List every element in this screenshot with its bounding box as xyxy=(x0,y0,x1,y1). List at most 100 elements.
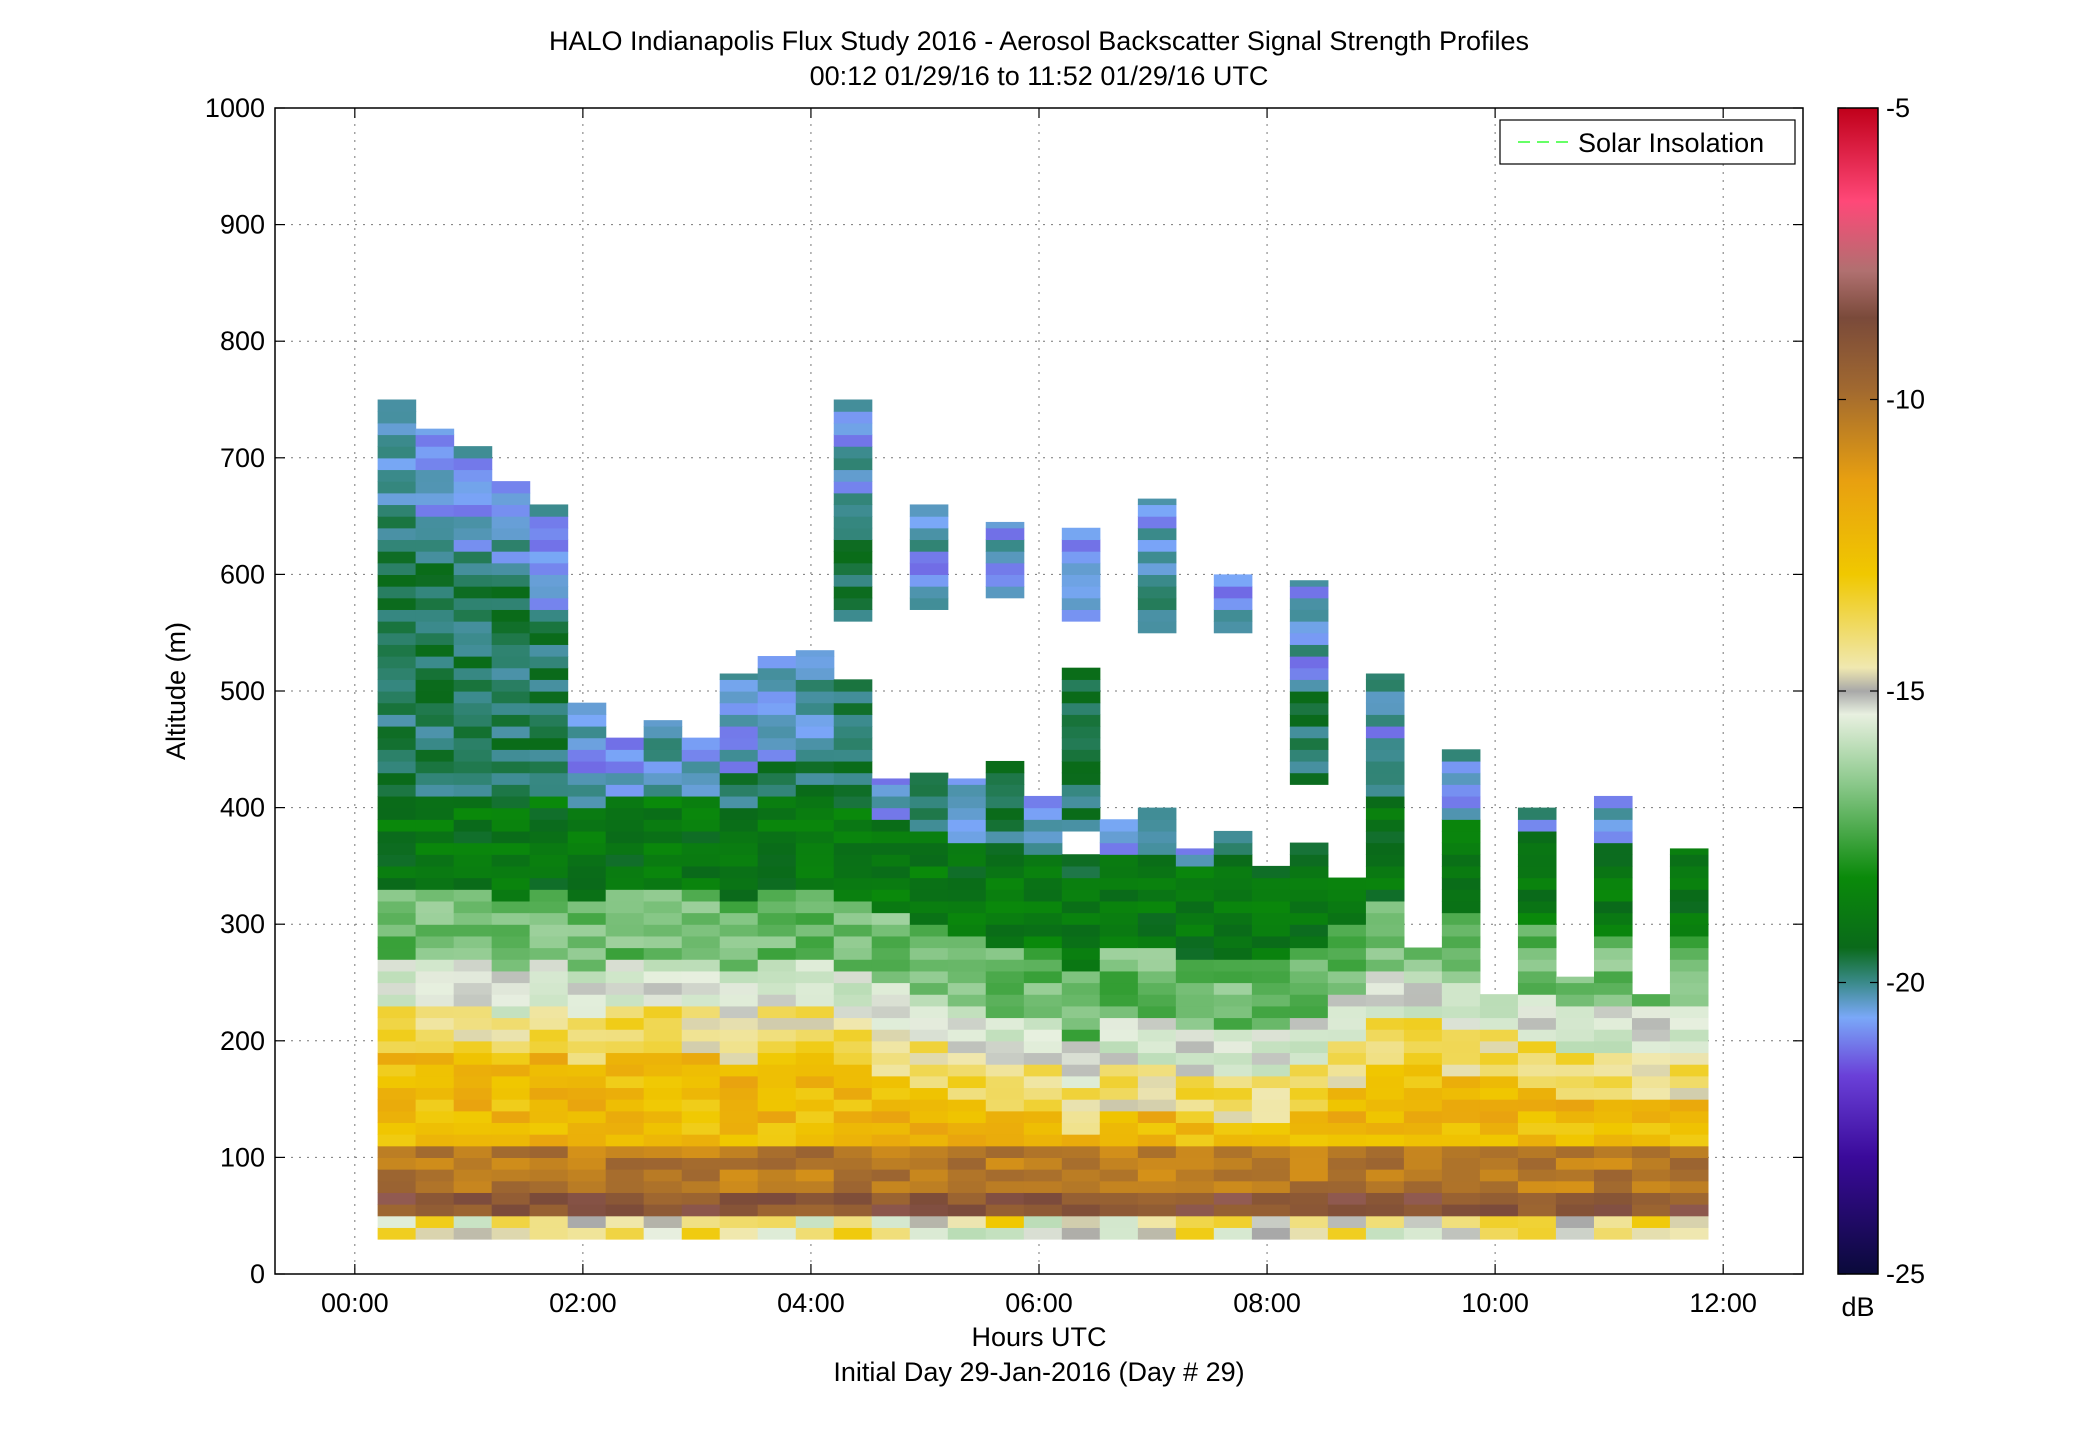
heatmap-cell xyxy=(491,516,531,529)
heatmap-cell xyxy=(1213,994,1253,1007)
heatmap-cell xyxy=(1479,1110,1519,1124)
heatmap-cell xyxy=(719,1005,759,1019)
heatmap-cell xyxy=(719,784,759,797)
heatmap-cell xyxy=(377,725,417,739)
heatmap-cell xyxy=(377,691,417,704)
heatmap-cell xyxy=(567,1052,607,1065)
heatmap-cell xyxy=(529,959,569,972)
heatmap-cell xyxy=(1099,1052,1139,1065)
heatmap-cell xyxy=(643,865,683,879)
heatmap-cell xyxy=(415,842,455,855)
heatmap-cell xyxy=(1365,702,1405,715)
heatmap-cell xyxy=(605,1052,645,1065)
heatmap-cell xyxy=(1137,1215,1177,1228)
heatmap-cell xyxy=(985,1110,1025,1124)
heatmap-cell xyxy=(795,1227,835,1240)
heatmap-cell xyxy=(1669,970,1709,984)
heatmap-cell xyxy=(947,1215,987,1228)
heatmap-cell xyxy=(1023,1052,1063,1065)
heatmap-cell xyxy=(1137,935,1177,949)
heatmap-cell xyxy=(1061,1215,1101,1228)
heatmap-cell xyxy=(719,947,759,960)
heatmap-cell xyxy=(1061,1157,1101,1170)
heatmap-cell xyxy=(833,900,873,914)
heatmap-cell xyxy=(1669,947,1709,960)
heatmap-cell xyxy=(1403,1215,1443,1228)
heatmap-cell xyxy=(1479,1215,1519,1228)
heatmap-cell xyxy=(1137,889,1177,902)
heatmap-cell xyxy=(415,877,455,890)
heatmap-cell xyxy=(871,877,911,890)
heatmap-cell xyxy=(947,889,987,902)
heatmap-cell xyxy=(1327,1064,1367,1077)
heatmap-cell xyxy=(377,819,417,832)
heatmap-cell xyxy=(833,1087,873,1100)
heatmap-cell xyxy=(795,795,835,809)
heatmap-cell xyxy=(415,1180,455,1193)
heatmap-cell xyxy=(1061,1040,1101,1054)
heatmap-cell xyxy=(529,749,569,762)
heatmap-cell xyxy=(1479,1099,1519,1112)
heatmap-cell xyxy=(1289,597,1329,610)
heatmap-cell xyxy=(491,702,531,715)
heatmap-cell xyxy=(1555,1110,1595,1124)
heatmap-cell xyxy=(833,481,873,494)
heatmap-cell xyxy=(605,1005,645,1019)
heatmap-cell xyxy=(719,1099,759,1112)
heatmap-cell xyxy=(1137,621,1177,634)
heatmap-cell xyxy=(1365,1029,1405,1042)
heatmap-cell xyxy=(909,924,949,937)
heatmap-cell xyxy=(377,1145,417,1158)
heatmap-cell xyxy=(1593,1215,1633,1228)
heatmap-cell xyxy=(871,935,911,949)
heatmap-cell xyxy=(1517,947,1557,960)
heatmap-cell xyxy=(795,1192,835,1205)
heatmap-cell xyxy=(1251,1064,1291,1077)
heatmap-cell xyxy=(985,924,1025,937)
heatmap-cell xyxy=(1213,900,1253,914)
heatmap-cell xyxy=(1099,830,1139,844)
heatmap-cell xyxy=(833,457,873,471)
heatmap-cell xyxy=(757,924,797,937)
heatmap-cell xyxy=(377,516,417,529)
heatmap-cell xyxy=(1593,877,1633,890)
x-axis-label: Hours UTC xyxy=(971,1322,1106,1352)
colorbar-tick-label: -20 xyxy=(1886,968,1925,998)
heatmap-cell xyxy=(681,865,721,879)
heatmap-cell xyxy=(909,1204,949,1217)
heatmap-cell xyxy=(491,854,531,867)
heatmap-cell xyxy=(871,778,911,785)
heatmap-cell xyxy=(1517,1192,1557,1205)
heatmap-cell xyxy=(377,1192,417,1205)
heatmap-cell xyxy=(871,865,911,879)
heatmap-cell xyxy=(453,854,493,867)
heatmap-cell xyxy=(377,504,417,517)
heatmap-cell xyxy=(833,772,873,785)
heatmap-cell xyxy=(871,1075,911,1089)
heatmap-cell xyxy=(1669,924,1709,937)
heatmap-cell xyxy=(1479,1005,1519,1019)
heatmap-cell xyxy=(529,935,569,949)
heatmap-cell xyxy=(1365,1134,1405,1147)
heatmap-cell xyxy=(1213,830,1253,844)
heatmap-cell xyxy=(415,737,455,750)
heatmap-cell xyxy=(757,1122,797,1135)
heatmap-cell xyxy=(1099,1064,1139,1077)
heatmap-cell xyxy=(643,1040,683,1054)
heatmap-cell xyxy=(567,912,607,925)
heatmap-cell xyxy=(377,481,417,494)
heatmap-cell xyxy=(947,1227,987,1240)
heatmap-cell xyxy=(1137,1075,1177,1089)
heatmap-cell xyxy=(1061,1029,1101,1042)
heatmap-cell xyxy=(643,725,683,739)
heatmap-cell xyxy=(985,1029,1025,1042)
heatmap-cell xyxy=(1631,1204,1671,1217)
heatmap-cell xyxy=(453,772,493,785)
heatmap-cell xyxy=(491,819,531,832)
heatmap-cell xyxy=(453,1087,493,1100)
heatmap-cell xyxy=(871,1087,911,1100)
heatmap-cell xyxy=(757,947,797,960)
heatmap-cell xyxy=(1289,1192,1329,1205)
heatmap-cell xyxy=(1403,1075,1443,1089)
heatmap-cell xyxy=(681,1215,721,1228)
